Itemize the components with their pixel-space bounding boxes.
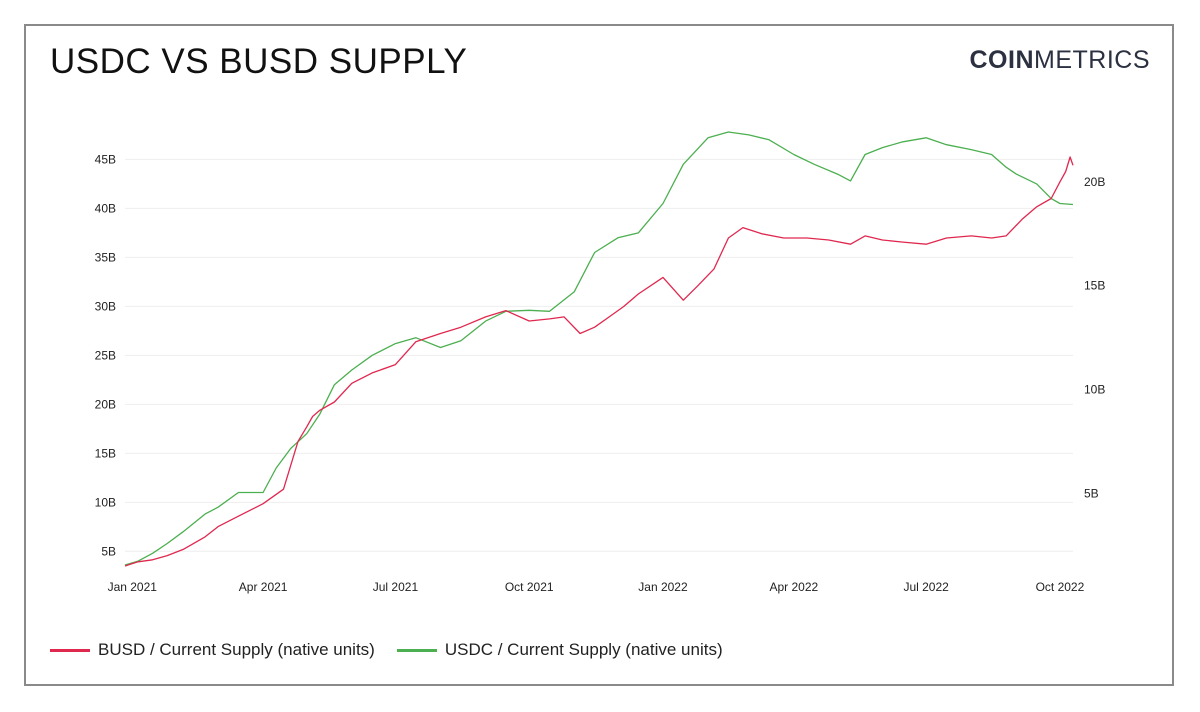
right-axis: 5B 10B 15B 20B bbox=[1084, 175, 1105, 500]
x-tick-label: Apr 2022 bbox=[769, 580, 818, 594]
busd-series-line bbox=[124, 156, 1074, 567]
chart-title: USDC VS BUSD SUPPLY bbox=[50, 42, 468, 81]
left-tick-label: 45B bbox=[95, 152, 116, 166]
legend-swatch-busd bbox=[50, 648, 90, 652]
x-tick-label: Jan 2021 bbox=[108, 580, 158, 594]
legend-label-usdc: USDC / Current Supply (native units) bbox=[444, 640, 723, 659]
x-tick-label: Oct 2021 bbox=[505, 580, 554, 594]
left-tick-label: 40B bbox=[95, 201, 116, 215]
x-tick-label: Oct 2022 bbox=[1036, 580, 1085, 594]
series-lines bbox=[124, 131, 1074, 567]
legend-item-busd[interactable]: BUSD / Current Supply (native units) bbox=[50, 640, 375, 660]
left-tick-label: 15B bbox=[95, 446, 116, 460]
legend: BUSD / Current Supply (native units) USD… bbox=[50, 640, 723, 660]
x-tick-label: Jan 2022 bbox=[638, 580, 688, 594]
right-tick-label: 10B bbox=[1084, 383, 1105, 397]
x-tick-label: Jul 2022 bbox=[903, 580, 949, 594]
right-tick-label: 20B bbox=[1084, 175, 1105, 189]
left-tick-label: 30B bbox=[95, 299, 116, 313]
coinmetrics-logo: COINMETRICS bbox=[970, 46, 1151, 75]
x-tick-label: Apr 2021 bbox=[239, 580, 288, 594]
right-tick-label: 15B bbox=[1084, 279, 1105, 293]
legend-label-busd: BUSD / Current Supply (native units) bbox=[98, 640, 375, 659]
left-tick-label: 5B bbox=[101, 544, 116, 558]
grid-lines bbox=[125, 158, 1073, 552]
usdc-series-line bbox=[124, 131, 1074, 566]
left-tick-label: 20B bbox=[95, 397, 116, 411]
left-tick-label: 10B bbox=[95, 495, 116, 509]
legend-swatch-usdc bbox=[396, 648, 437, 652]
left-tick-label: 35B bbox=[95, 250, 116, 264]
legend-item-usdc[interactable]: USDC / Current Supply (native units) bbox=[396, 640, 723, 660]
logo-light-text: METRICS bbox=[1034, 46, 1150, 74]
logo-bold-text: COIN bbox=[969, 46, 1034, 74]
left-axis: 5B 10B 15B 20B 25B 30B 35B 40B 45B bbox=[95, 152, 116, 558]
x-axis: Jan 2021 Apr 2021 Jul 2021 Oct 2021 Jan 2022… bbox=[108, 580, 1085, 594]
left-tick-label: 25B bbox=[95, 348, 116, 362]
x-tick-label: Jul 2021 bbox=[373, 580, 419, 594]
right-tick-label: 5B bbox=[1084, 486, 1099, 500]
